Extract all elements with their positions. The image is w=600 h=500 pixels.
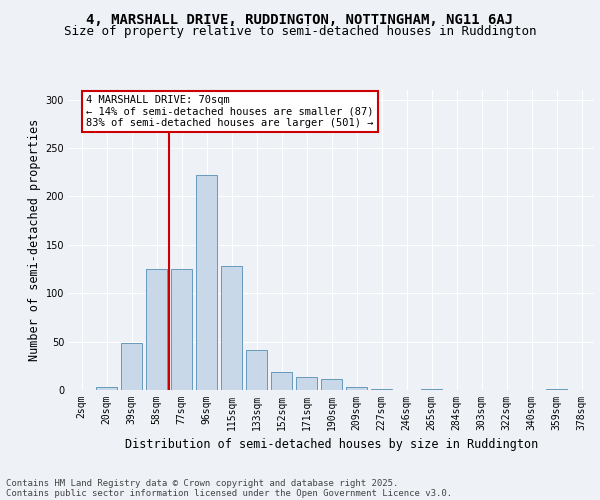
Bar [246, 350, 267, 390]
Bar [96, 387, 117, 390]
Bar [321, 380, 342, 390]
Bar [421, 389, 442, 390]
X-axis label: Distribution of semi-detached houses by size in Ruddington: Distribution of semi-detached houses by … [125, 438, 538, 452]
Bar [371, 389, 392, 390]
Text: 4, MARSHALL DRIVE, RUDDINGTON, NOTTINGHAM, NG11 6AJ: 4, MARSHALL DRIVE, RUDDINGTON, NOTTINGHA… [86, 12, 514, 26]
Text: Contains public sector information licensed under the Open Government Licence v3: Contains public sector information licen… [6, 488, 452, 498]
Bar [296, 378, 317, 390]
Text: 4 MARSHALL DRIVE: 70sqm
← 14% of semi-detached houses are smaller (87)
83% of se: 4 MARSHALL DRIVE: 70sqm ← 14% of semi-de… [86, 95, 374, 128]
Bar [346, 387, 367, 390]
Bar [271, 372, 292, 390]
Text: Size of property relative to semi-detached houses in Ruddington: Size of property relative to semi-detach… [64, 25, 536, 38]
Bar [121, 342, 142, 390]
Bar [196, 175, 217, 390]
Bar [546, 389, 567, 390]
Bar [221, 266, 242, 390]
Bar [146, 269, 167, 390]
Text: Contains HM Land Registry data © Crown copyright and database right 2025.: Contains HM Land Registry data © Crown c… [6, 478, 398, 488]
Bar [171, 269, 192, 390]
Y-axis label: Number of semi-detached properties: Number of semi-detached properties [28, 119, 41, 361]
